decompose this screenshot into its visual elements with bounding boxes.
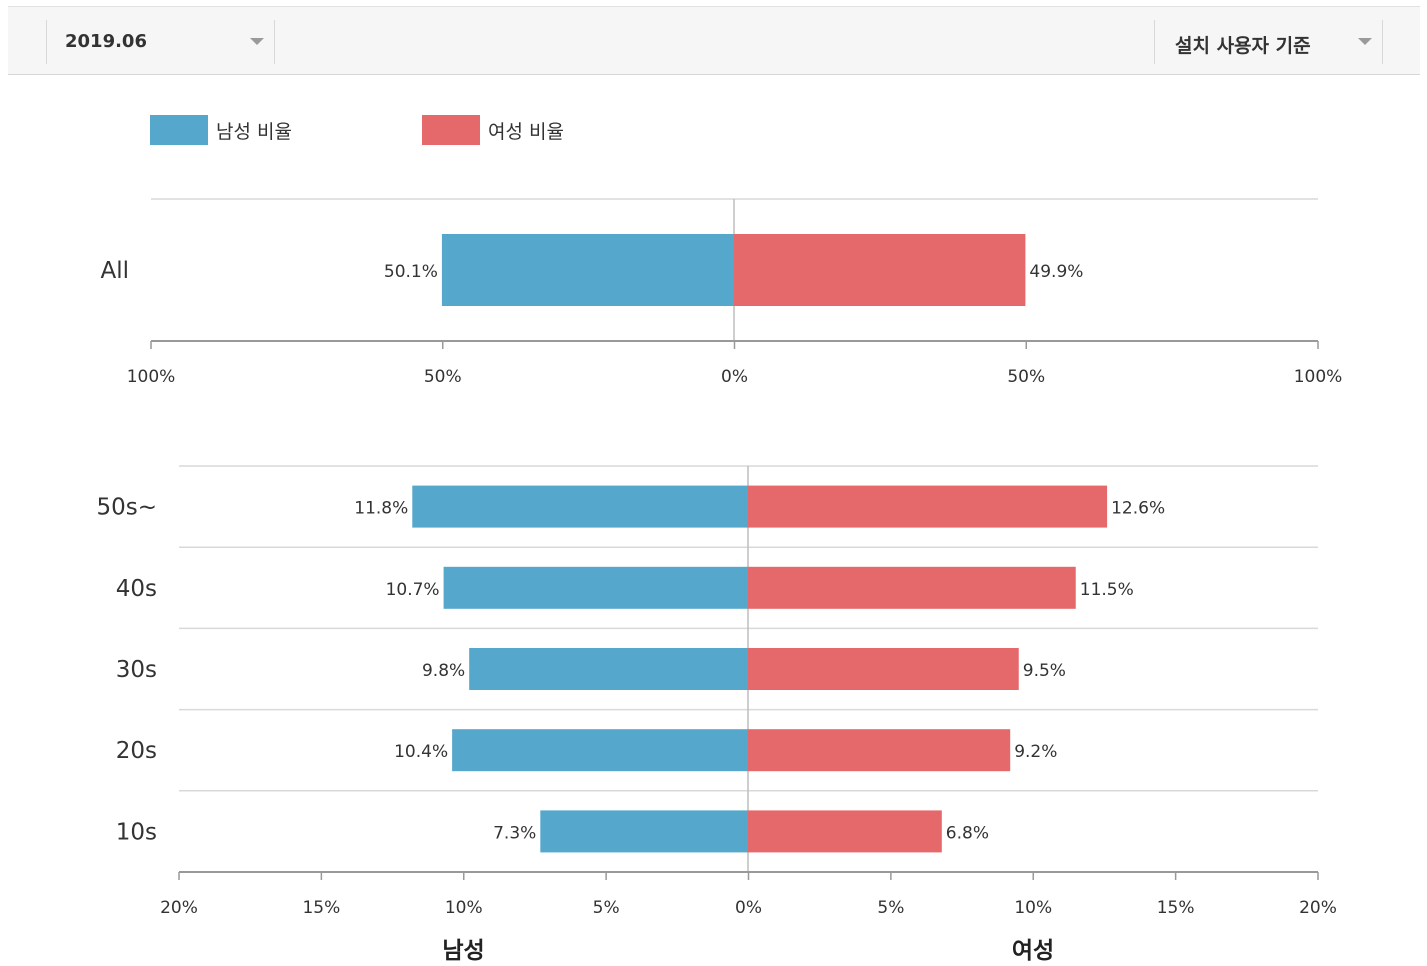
legend-item-male[interactable]: 남성 비율 xyxy=(150,114,292,146)
chevron-down-icon xyxy=(1358,38,1372,45)
x-tick-label: 15% xyxy=(1157,898,1195,918)
x-tick-label: 100% xyxy=(127,367,176,387)
filter-toolbar: 2019.06 설치 사용자 기준 xyxy=(8,6,1420,75)
user-basis-select[interactable]: 설치 사용자 기준 xyxy=(1154,20,1383,64)
month-select-value: 2019.06 xyxy=(65,31,147,52)
data-label-male: 9.8% xyxy=(422,661,465,681)
category-label: All xyxy=(100,258,129,284)
data-label-female: 12.6% xyxy=(1111,499,1165,519)
category-label: 30s xyxy=(116,657,157,683)
x-tick-label: 20% xyxy=(1299,898,1337,918)
data-label-male: 11.8% xyxy=(354,499,408,519)
bar-male xyxy=(443,566,748,609)
legend-item-female[interactable]: 여성 비율 xyxy=(422,114,564,146)
data-label-female: 49.9% xyxy=(1029,262,1083,282)
legend-swatch-female xyxy=(422,115,480,145)
category-label: 50s~ xyxy=(96,495,157,521)
data-label-female: 9.5% xyxy=(1023,661,1066,681)
bar-female xyxy=(734,234,1026,306)
bar-male xyxy=(412,485,748,528)
legend-swatch-male xyxy=(150,115,208,145)
bar-male xyxy=(441,234,734,306)
x-tick-label: 10% xyxy=(445,898,483,918)
x-tick-label: 100% xyxy=(1294,367,1343,387)
legend-label-female: 여성 비율 xyxy=(488,120,564,143)
data-label-female: 9.2% xyxy=(1014,742,1057,762)
x-tick-label: 0% xyxy=(735,898,762,918)
legend-label-male: 남성 비율 xyxy=(216,120,292,143)
x-tick-label: 0% xyxy=(721,367,748,387)
x-tick-label: 10% xyxy=(1014,898,1052,918)
data-label-female: 6.8% xyxy=(946,823,989,843)
category-label: 20s xyxy=(116,738,157,764)
category-label: 10s xyxy=(116,819,157,845)
x-tick-label: 5% xyxy=(593,898,620,918)
bar-male xyxy=(469,648,748,690)
data-label-male: 10.4% xyxy=(394,742,448,762)
x-tick-label: 50% xyxy=(1007,367,1045,387)
bar-female xyxy=(748,648,1019,690)
bar-female xyxy=(748,566,1076,609)
bar-female xyxy=(748,729,1011,772)
data-label-male: 7.3% xyxy=(493,823,536,843)
bar-female xyxy=(748,810,942,853)
month-select[interactable]: 2019.06 xyxy=(46,20,275,64)
bar-male xyxy=(452,729,748,772)
x-tick-label: 50% xyxy=(424,367,462,387)
chevron-down-icon xyxy=(250,38,264,45)
x-tick-label: 5% xyxy=(877,898,904,918)
bar-male xyxy=(540,810,748,853)
x-axis-label-male: 남성 xyxy=(442,938,484,964)
x-tick-label: 20% xyxy=(160,898,198,918)
user-basis-select-value: 설치 사용자 기준 xyxy=(1175,35,1311,57)
data-label-male: 50.1% xyxy=(384,262,438,282)
category-label: 40s xyxy=(116,576,157,602)
bar-female xyxy=(748,485,1108,528)
x-tick-label: 15% xyxy=(302,898,340,918)
data-label-female: 11.5% xyxy=(1080,580,1134,600)
data-label-male: 10.7% xyxy=(386,580,440,600)
x-axis-label-female: 여성 xyxy=(1012,938,1054,964)
